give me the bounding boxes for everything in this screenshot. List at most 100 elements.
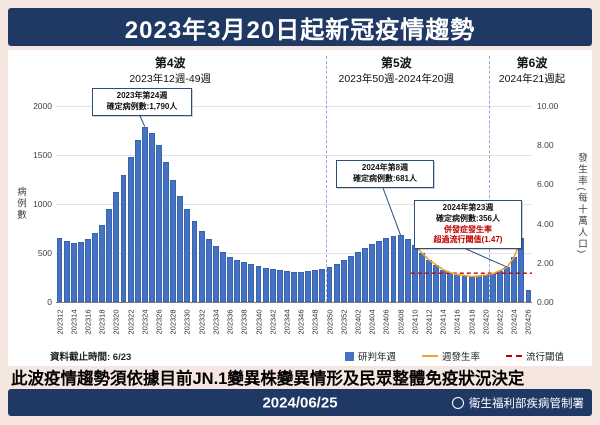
annotation-box: 2024年第8週 確定病例數:681人 (336, 160, 434, 188)
gridline (56, 204, 532, 205)
case-bar (354, 252, 361, 302)
gridline (56, 253, 532, 254)
legend-label: 研判年週 (357, 352, 396, 363)
x-axis-tick-label: 202312 (55, 309, 65, 335)
legend: 研判年週 週發生率 流行閾值 (319, 349, 564, 363)
case-bar (170, 179, 177, 302)
case-bar (177, 196, 184, 302)
annotation-text: 2024年第8週 (361, 163, 409, 172)
case-bar (440, 269, 447, 302)
x-axis-tick-label: 202322 (126, 309, 136, 335)
case-bar (369, 244, 376, 302)
wave-name: 第5波 (380, 56, 412, 70)
cdc-logo-icon (452, 396, 464, 409)
x-axis-tick-label: 202344 (282, 309, 292, 335)
case-bar (148, 132, 155, 302)
data-cutoff-label: 資料截止時間: 6/23 (50, 352, 132, 363)
case-bar (63, 241, 70, 302)
left-axis-title: 病例數 (15, 186, 26, 222)
y-axis-tick-label-right: 4.00 (537, 218, 554, 229)
y-axis-tick-label-left: 500 (37, 248, 52, 258)
annotation-connector (465, 248, 508, 268)
x-axis-tick-label: 202422 (495, 309, 505, 335)
case-bar (198, 231, 205, 302)
y-axis-tick-label-left: 1500 (33, 150, 52, 160)
case-bar (85, 239, 91, 302)
case-bar (312, 269, 319, 302)
legend-bar-marker (344, 351, 354, 361)
x-axis-tick-label: 202416 (452, 309, 462, 335)
wave-name: 第6波 (516, 56, 548, 70)
case-bar (383, 238, 390, 302)
case-bar (227, 256, 233, 302)
case-bar (269, 268, 276, 302)
x-axis-tick-label: 202316 (83, 309, 93, 335)
case-bar (113, 192, 120, 302)
gridline (56, 106, 532, 107)
annotation-text: 確定病例數:1,790人 (106, 101, 178, 111)
case-bar (184, 208, 191, 302)
x-axis-tick-label: 202338 (239, 309, 249, 335)
x-axis-tick-label: 202336 (225, 309, 235, 335)
case-bar (298, 271, 305, 302)
wave-label: 第6波 2024年21週起 (499, 54, 566, 86)
case-bar (276, 269, 283, 302)
x-axis-tick-label: 202346 (296, 309, 306, 335)
x-axis-tick-label: 202342 (268, 309, 278, 335)
case-bar (134, 140, 141, 302)
case-bar (70, 243, 77, 302)
epidemic-trend-chart: 病例數 發生率(每十萬人口) 資料截止時間: 6/23 研判年週 週發生率 流行閾值… (8, 50, 592, 366)
legend-item: 流行閾值 (505, 349, 564, 363)
x-axis-tick-label: 202406 (381, 309, 391, 335)
case-bar (212, 246, 219, 302)
x-axis-tick-label: 202334 (211, 309, 221, 335)
case-bar (454, 274, 461, 302)
x-axis-tick-label: 202424 (509, 309, 519, 335)
wave-name: 第4波 (154, 56, 186, 70)
x-axis-tick-label: 202318 (97, 309, 107, 335)
x-axis-tick-label: 202314 (69, 309, 79, 335)
x-axis-tick-label: 202408 (396, 309, 406, 335)
y-axis-tick-label-right: 2.00 (537, 257, 554, 268)
case-bar (497, 270, 503, 302)
case-bar (426, 259, 432, 302)
wave-range: 2023年12週-49週 (129, 73, 212, 85)
x-axis-tick-label: 202420 (481, 309, 491, 335)
case-bar (418, 253, 425, 302)
case-bar (333, 263, 340, 302)
x-axis-tick-label: 202418 (467, 309, 477, 335)
agency-block: 衛生福利部疾病管制署 (452, 395, 584, 411)
x-axis-tick-label: 202350 (325, 309, 334, 335)
case-bar (234, 259, 241, 302)
annotation-text: 2024年第23週 (442, 203, 494, 212)
case-bar (482, 275, 489, 302)
y-axis-tick-label-right: 10.00 (537, 101, 559, 111)
case-bar (291, 271, 297, 302)
legend-line-marker (421, 355, 438, 357)
annotation-box: 2023年第24週 確定病例數:1,790人 (92, 88, 192, 116)
gridline (56, 155, 532, 156)
case-bar (376, 241, 383, 302)
y-axis-tick-label-right: 0.00 (537, 297, 554, 307)
x-axis-line (56, 302, 532, 303)
x-axis-tick-label: 202326 (154, 309, 164, 335)
case-bar (305, 270, 312, 302)
annotation-text: 確定病例數:681人 (352, 173, 417, 183)
wave-label: 第4波 2023年12週-49週 (129, 54, 211, 86)
case-bar (163, 161, 170, 302)
x-axis-tick-label: 202352 (339, 309, 349, 335)
case-bar (511, 256, 518, 302)
x-axis-tick-label: 202404 (367, 309, 377, 335)
case-bar (461, 275, 468, 302)
x-axis-tick-label: 202402 (353, 309, 363, 335)
annotation-connector (382, 187, 402, 236)
agency-name: 衛生福利部疾病管制署 (469, 397, 584, 410)
x-axis-tick-label: 202410 (410, 309, 420, 335)
case-bar (77, 242, 84, 302)
case-bar (404, 239, 411, 302)
legend-item: 研判年週 (344, 349, 396, 363)
y-axis-tick-label-left: 0 (47, 297, 52, 307)
case-bar (433, 264, 440, 302)
legend-threshold-marker (505, 355, 522, 357)
